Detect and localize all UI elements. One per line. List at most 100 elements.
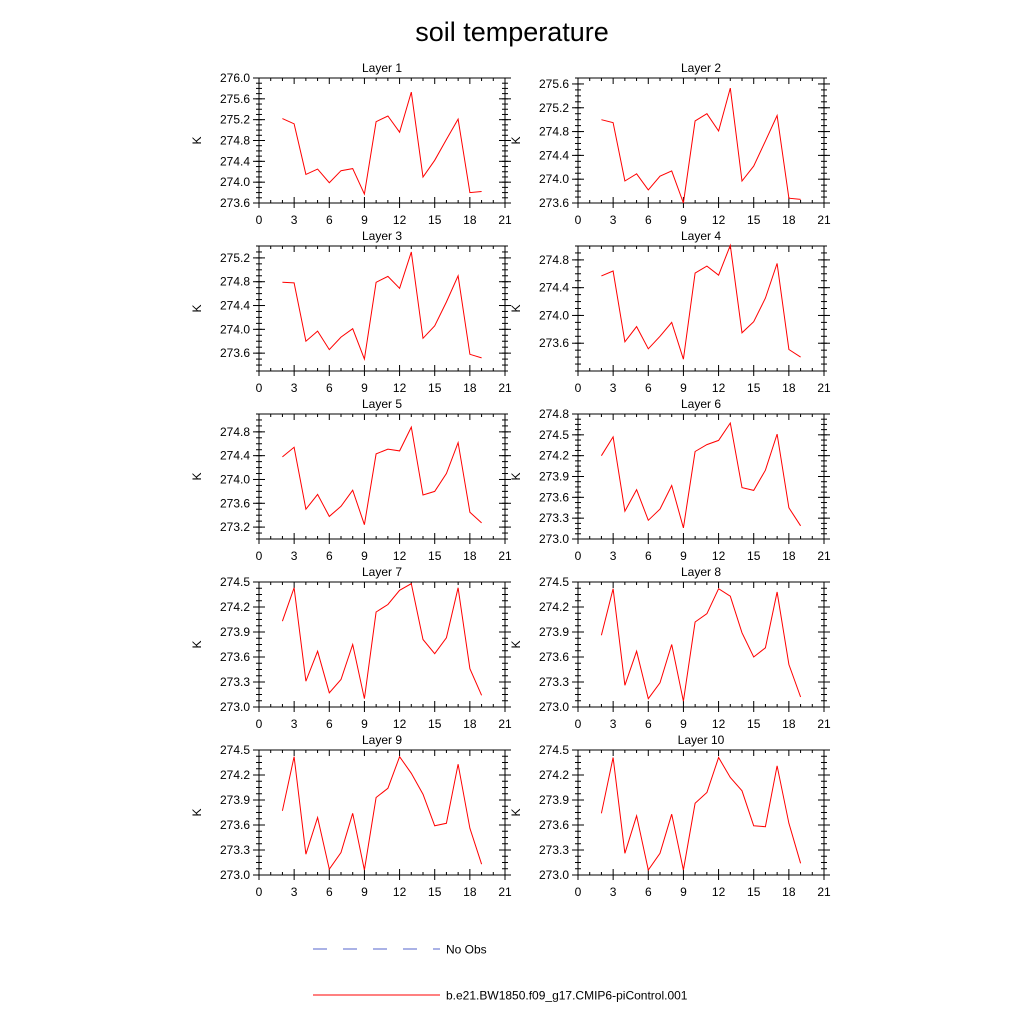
panel-title: Layer 1 [362, 61, 402, 75]
x-tick-label: 15 [428, 885, 442, 899]
y-tick-label: 273.6 [539, 818, 569, 832]
x-tick-label: 21 [817, 717, 831, 731]
panel-title: Layer 3 [362, 229, 402, 243]
x-tick-label: 3 [610, 213, 617, 227]
y-tick-label: 274.0 [220, 322, 250, 336]
plot-frame [577, 77, 825, 204]
panel-layer-9: 0 3 6 9 12 15 18 21 273.0 273.3 273.6 273.9 274.2 274… [190, 733, 512, 899]
y-tick-label: 274.8 [220, 134, 250, 148]
y-tick-label: 273.3 [220, 843, 250, 857]
x-tick-label: 21 [817, 213, 831, 227]
y-tick-label: 274.2 [220, 768, 250, 782]
y-axis-label: K [509, 304, 523, 312]
x-tick-label: 6 [326, 213, 333, 227]
x-tick-label: 3 [291, 717, 298, 731]
panel-title: Layer 10 [678, 733, 725, 747]
x-tick-label: 6 [326, 549, 333, 563]
y-tick-label: 274.2 [539, 449, 569, 463]
y-tick-label: 273.6 [220, 650, 250, 664]
y-axis-label: K [509, 808, 523, 816]
panel-title: Layer 2 [681, 61, 721, 75]
x-tick-label: 6 [645, 213, 652, 227]
x-tick-label: 9 [361, 381, 368, 395]
x-tick-label: 3 [610, 549, 617, 563]
panel-layer-1: 0 3 6 9 12 15 18 21 273.6 274.0 274.4 274.8 275.2 275… [190, 61, 512, 227]
y-tick-label: 273.9 [539, 470, 569, 484]
y-tick-label: 273.6 [539, 490, 569, 504]
plot-frame [577, 413, 825, 540]
y-tick-label: 274.8 [539, 407, 569, 421]
y-tick-label: 273.0 [539, 868, 569, 882]
x-tick-label: 0 [575, 549, 582, 563]
plot-frame [258, 245, 506, 372]
y-tick-label: 274.8 [539, 253, 569, 267]
y-axis-label: K [509, 136, 523, 144]
y-tick-label: 273.3 [220, 675, 250, 689]
panel-title: Layer 5 [362, 397, 402, 411]
y-tick-label: 274.8 [220, 425, 250, 439]
x-tick-label: 18 [782, 549, 796, 563]
series-line [601, 243, 801, 360]
x-tick-label: 12 [393, 381, 407, 395]
figure-title: soil temperature [415, 17, 609, 47]
y-tick-label: 275.2 [220, 113, 250, 127]
x-tick-label: 9 [680, 549, 687, 563]
series-line [281, 755, 483, 871]
y-tick-label: 275.6 [220, 92, 250, 106]
y-tick-label: 275.2 [539, 101, 569, 115]
y-tick-label: 273.0 [539, 532, 569, 546]
x-tick-label: 6 [326, 885, 333, 899]
legend-label: No Obs [446, 943, 487, 957]
x-tick-label: 0 [256, 717, 263, 731]
x-tick-label: 9 [680, 717, 687, 731]
plot-frame [258, 413, 506, 540]
x-tick-label: 12 [393, 717, 407, 731]
x-tick-label: 3 [610, 885, 617, 899]
x-tick-label: 12 [712, 381, 726, 395]
y-tick-label: 274.4 [220, 449, 250, 463]
x-tick-label: 18 [463, 381, 477, 395]
panel-title: Layer 7 [362, 565, 402, 579]
y-tick-label: 273.0 [539, 700, 569, 714]
series-line [601, 87, 801, 204]
y-axis-label: K [190, 136, 204, 144]
y-tick-label: 273.3 [539, 843, 569, 857]
x-tick-label: 9 [361, 213, 368, 227]
panel-title: Layer 8 [681, 565, 721, 579]
y-tick-label: 273.6 [220, 818, 250, 832]
y-tick-label: 274.2 [539, 768, 569, 782]
x-tick-label: 21 [498, 717, 512, 731]
y-axis-label: K [190, 808, 204, 816]
y-tick-label: 273.6 [220, 196, 250, 210]
y-tick-label: 273.0 [220, 700, 250, 714]
y-tick-label: 273.2 [220, 520, 250, 534]
x-tick-label: 15 [428, 213, 442, 227]
panels: 0 3 6 9 12 15 18 21 273.6 274.0 274.4 274.8 275.2 275… [190, 61, 831, 899]
y-tick-label: 273.6 [220, 346, 250, 360]
x-tick-label: 18 [782, 213, 796, 227]
x-tick-label: 15 [428, 549, 442, 563]
y-tick-label: 274.5 [539, 428, 569, 442]
legend: No Obs b.e21.BW1850.f09_g17.CMIP6-piContr… [313, 943, 688, 1003]
y-tick-label: 274.4 [220, 299, 250, 313]
panel-layer-10: 0 3 6 9 12 15 18 21 273.0 273.3 273.6 273.9 274.2 274… [509, 733, 831, 899]
y-tick-label: 274.8 [539, 125, 569, 139]
x-tick-label: 6 [326, 717, 333, 731]
y-tick-label: 274.5 [220, 575, 250, 589]
y-tick-label: 274.5 [539, 575, 569, 589]
x-tick-label: 9 [361, 885, 368, 899]
x-tick-label: 15 [747, 717, 761, 731]
x-tick-label: 18 [782, 381, 796, 395]
y-axis-label: K [509, 472, 523, 480]
y-tick-label: 273.6 [539, 196, 569, 210]
x-tick-label: 6 [645, 885, 652, 899]
x-tick-label: 0 [575, 717, 582, 731]
x-tick-label: 21 [817, 381, 831, 395]
panel-layer-4: 0 3 6 9 12 15 18 21 273.6 274.0 274.4 274.8 Layer 4 K [509, 229, 831, 395]
series-line [600, 756, 802, 872]
x-tick-label: 18 [463, 885, 477, 899]
y-tick-label: 275.6 [539, 77, 569, 91]
series-line [600, 421, 802, 529]
y-axis-label: K [190, 640, 204, 648]
